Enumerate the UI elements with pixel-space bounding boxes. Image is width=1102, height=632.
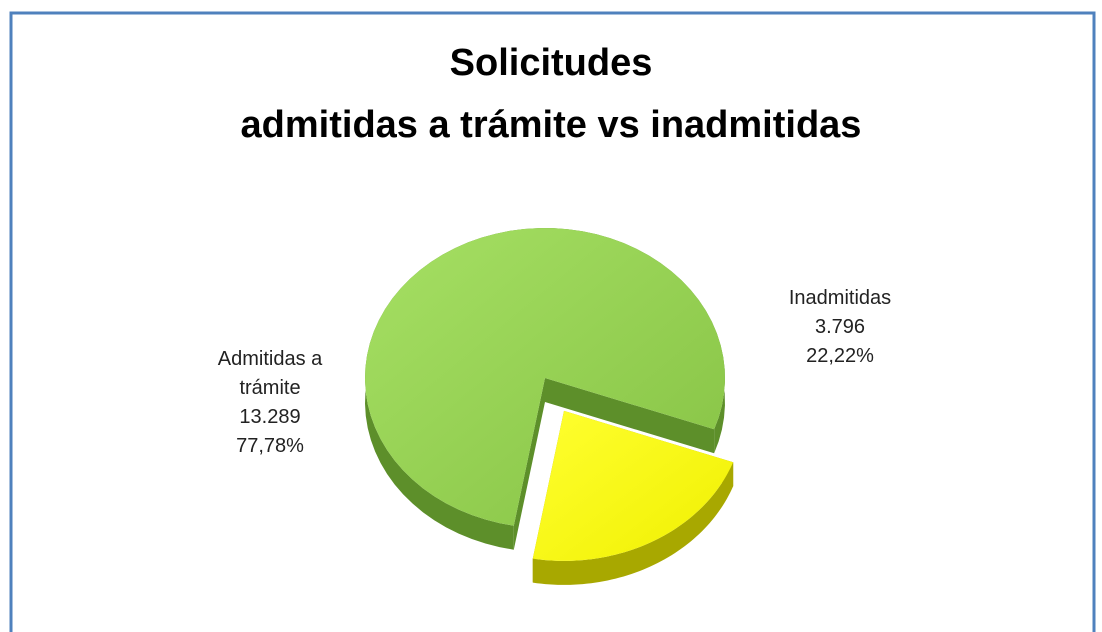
- slice: [532, 410, 734, 561]
- slice-side: [545, 378, 715, 454]
- slice-side: [532, 462, 734, 585]
- chart-title: admitidas a trámite vs inadmitidas: [240, 104, 862, 146]
- category-label: Inadmitidas: [788, 287, 892, 309]
- data-label: Admitidas a trámite 13.289 77,78%: [205, 345, 335, 461]
- percent-label: 77,78%: [236, 435, 304, 457]
- slice: [365, 228, 725, 526]
- value-label: 3.796: [814, 316, 866, 338]
- frame: [9, 11, 1096, 632]
- percent-label: 22,22%: [806, 345, 874, 367]
- category-label: Admitidas a trámite: [217, 348, 323, 399]
- data-label: Inadmitidas 3.796 22,22%: [760, 284, 920, 371]
- slice-side: [513, 378, 545, 550]
- value-label: 13.289: [239, 406, 301, 428]
- chart-title: Solicitudes: [449, 42, 653, 84]
